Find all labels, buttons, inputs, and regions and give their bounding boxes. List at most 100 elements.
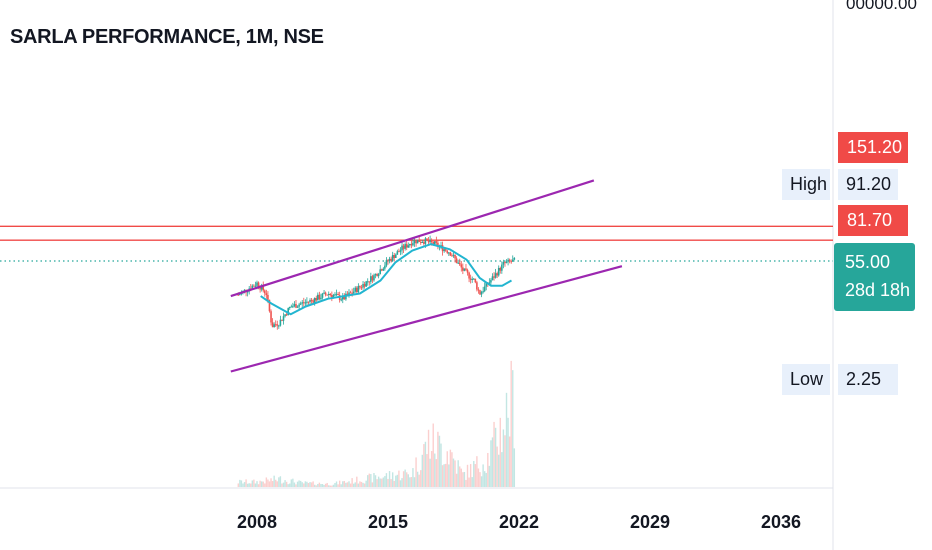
candle-body-84	[368, 281, 371, 283]
candle-body-36	[293, 304, 296, 307]
volume-bar-48	[312, 481, 314, 487]
candle-body-137	[451, 255, 453, 257]
candle-body-16	[262, 285, 265, 291]
volume-bar-141	[457, 460, 459, 487]
candle-body-26	[278, 325, 280, 327]
candle-body-152	[474, 278, 477, 283]
volume-bar-100	[393, 480, 395, 487]
volume-bar-61	[332, 484, 335, 487]
volume-bar-135	[448, 464, 450, 487]
candle-body-113	[413, 240, 416, 244]
candle-body-27	[279, 319, 282, 326]
volume-bar-155	[479, 472, 481, 487]
candle-body-17	[263, 290, 266, 294]
candle-body-50	[315, 298, 318, 301]
candle-body-10	[253, 285, 255, 287]
candle-body-122	[427, 240, 430, 243]
volume-bar-116	[418, 474, 420, 487]
volume-bar-83	[367, 475, 369, 487]
volume-bar-164	[493, 421, 495, 487]
candle-body-111	[410, 244, 413, 246]
volume-bar-158	[483, 471, 486, 487]
candle-body-133	[444, 249, 447, 251]
volume-bar-5	[245, 479, 247, 487]
volume-bar-93	[382, 477, 385, 487]
volume-bar-72	[349, 483, 352, 487]
candle-body-47	[310, 300, 313, 302]
candle-body-106	[402, 245, 405, 249]
candle-body-58	[327, 294, 330, 296]
volume-bar-66	[340, 484, 342, 487]
volume-bar-148	[468, 477, 470, 487]
candle-body-40	[299, 303, 302, 305]
volume-bar-0	[237, 483, 239, 487]
volume-bar-108	[406, 472, 408, 487]
volume-bar-150	[471, 477, 473, 487]
volume-bar-20	[268, 481, 271, 487]
candle-body-97	[388, 258, 391, 262]
volume-bar-122	[427, 429, 430, 487]
volume-bar-85	[370, 474, 372, 487]
candle-body-11	[254, 285, 257, 287]
volume-bar-154	[477, 468, 480, 487]
volume-bar-161	[488, 465, 491, 487]
candle-body-172	[505, 261, 508, 263]
volume-bar-34	[290, 479, 293, 487]
volume-bar-134	[446, 451, 448, 487]
volume-bar-102	[396, 474, 399, 487]
candle-body-116	[418, 239, 420, 242]
volume-bar-88	[374, 475, 377, 487]
volume-bar-44	[306, 481, 308, 487]
volume-bar-12	[256, 481, 258, 487]
volume-bar-7	[248, 483, 250, 487]
volume-bar-55	[323, 484, 325, 487]
candle-body-48	[312, 300, 314, 303]
volume-bar-68	[343, 480, 346, 487]
volume-bar-26	[278, 477, 280, 487]
volume-bar-8	[250, 483, 252, 487]
volume-bar-41	[301, 482, 303, 487]
candle-body-93	[382, 268, 385, 271]
volume-bar-139	[454, 460, 456, 487]
candle-body-42	[302, 302, 305, 304]
candle-body-12	[256, 282, 258, 286]
candle-body-23	[273, 324, 275, 328]
volume-bar-87	[373, 473, 375, 487]
volume-bar-62	[334, 483, 336, 487]
candle-body-46	[309, 300, 311, 302]
candle-body-14	[259, 287, 261, 290]
candle-body-142	[458, 262, 461, 265]
volume-bar-129	[438, 435, 441, 487]
volume-bar-9	[251, 480, 254, 487]
candle-body-9	[251, 285, 254, 290]
candle-body-95	[385, 260, 388, 266]
candle-body-171	[504, 262, 506, 264]
volume-bar-136	[449, 449, 452, 487]
volume-bar-4	[243, 482, 246, 487]
candle-body-39	[298, 304, 300, 307]
candle-body-127	[435, 241, 438, 243]
volume-bar-33	[289, 483, 291, 487]
candle-body-41	[301, 302, 304, 304]
volume-bar-23	[273, 475, 275, 487]
candle-body-143	[460, 264, 463, 268]
candle-body-81	[363, 284, 366, 287]
volume-bar-167	[498, 454, 500, 487]
volume-bar-78	[359, 481, 361, 487]
low-label: Low	[782, 364, 830, 395]
candle-body-105	[401, 245, 403, 251]
candle-body-28	[281, 319, 283, 321]
volume-bar-3	[242, 483, 244, 487]
volume-bar-142	[459, 466, 461, 487]
candle-body-124	[430, 239, 433, 243]
volume-bar-126	[434, 453, 436, 487]
candle-body-136	[449, 252, 452, 256]
volume-bar-73	[351, 478, 353, 487]
volume-bar-43	[304, 481, 307, 487]
volume-bar-40	[299, 480, 302, 487]
candle-body-149	[469, 278, 472, 280]
bar-countdown: 28d 18h	[845, 280, 911, 300]
candle-body-67	[341, 295, 344, 300]
candle-body-68	[343, 295, 346, 300]
volume-bar-96	[387, 478, 389, 487]
